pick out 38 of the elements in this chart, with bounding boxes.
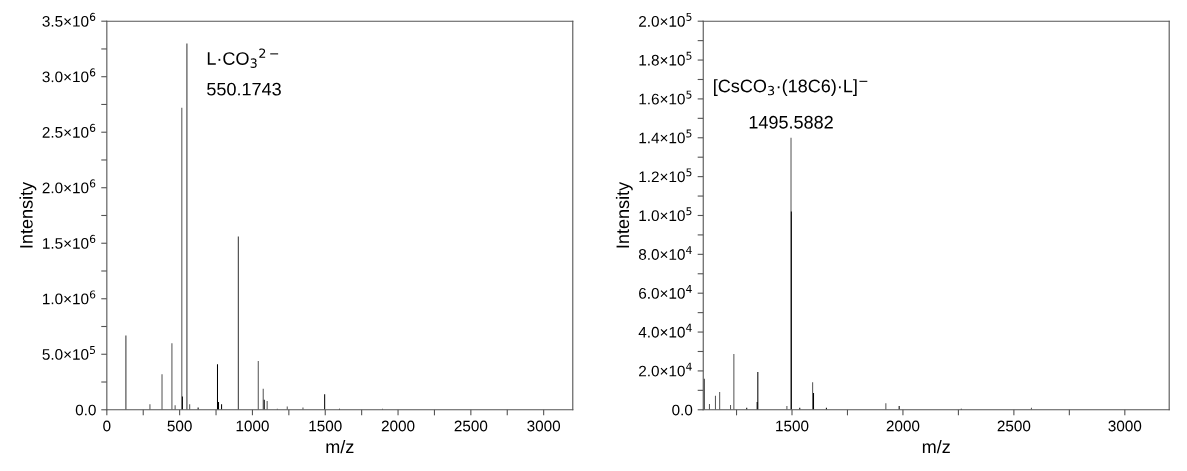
y-tick-label: 0.0 xyxy=(672,404,693,416)
x-axis-title: m/z xyxy=(326,439,354,454)
y-tick-label: 0.0 xyxy=(75,404,96,416)
annotation: 1495.5882 xyxy=(749,115,833,129)
x-tick-label: 3000 xyxy=(527,420,561,432)
y-tick-label: 4.0×10$^{4}$ xyxy=(638,323,692,338)
x-tick-label: 2500 xyxy=(454,420,488,432)
y-tick-label: 5.0×10$^{5}$ xyxy=(42,346,96,360)
y-tick-label: 1.0×10$^{5}$ xyxy=(639,207,692,222)
y-axis-title: Intensity xyxy=(19,181,37,248)
y-tick-label: 2.0×10$^{6}$ xyxy=(42,179,96,194)
x-tick-label: 2500 xyxy=(997,420,1031,432)
x-tick-label: 1000 xyxy=(236,420,269,432)
x-tick-label: 2000 xyxy=(886,420,920,432)
x-axis-title: m/z xyxy=(922,439,950,454)
y-tick-label: 2.0×10$^{4}$ xyxy=(639,362,692,377)
y-tick-label: 1.2×10$^{5}$ xyxy=(639,168,692,183)
y-tick-label: 1.5×10$^{6}$ xyxy=(43,234,96,249)
x-tick-label: 1500 xyxy=(776,420,809,432)
y-tick-label: 1.8×10$^{5}$ xyxy=(639,51,692,66)
x-tick-label: 0 xyxy=(103,420,111,432)
y-tick-label: 6.0×10$^{4}$ xyxy=(639,284,692,299)
annotation: [CsCO$_{3}$·(18C6)·L]$^{−}$ xyxy=(714,79,868,96)
y-tick-label: 1.0×10$^{6}$ xyxy=(43,290,96,305)
y-tick-label: 1.6×10$^{5}$ xyxy=(639,90,692,105)
y-tick-label: 8.0×10$^{4}$ xyxy=(638,246,692,260)
x-tick-label: 500 xyxy=(167,420,192,432)
x-tick-label: 1500 xyxy=(309,420,342,432)
annotation: 550.1743 xyxy=(207,82,281,96)
y-tick-label: 1.4×10$^{5}$ xyxy=(639,129,692,144)
x-tick-label: 3000 xyxy=(1108,420,1142,432)
y-tick-label: 2.5×10$^{6}$ xyxy=(42,123,96,138)
y-axis-title: Intensity xyxy=(615,181,633,248)
annotation: L·CO$_{3}$$^{2−}$ xyxy=(207,48,279,68)
y-tick-label: 3.0×10$^{6}$ xyxy=(42,68,96,83)
y-tick-label: 2.0×10$^{5}$ xyxy=(639,12,692,27)
x-tick-label: 2000 xyxy=(381,420,415,432)
y-tick-label: 3.5×10$^{6}$ xyxy=(42,12,96,27)
